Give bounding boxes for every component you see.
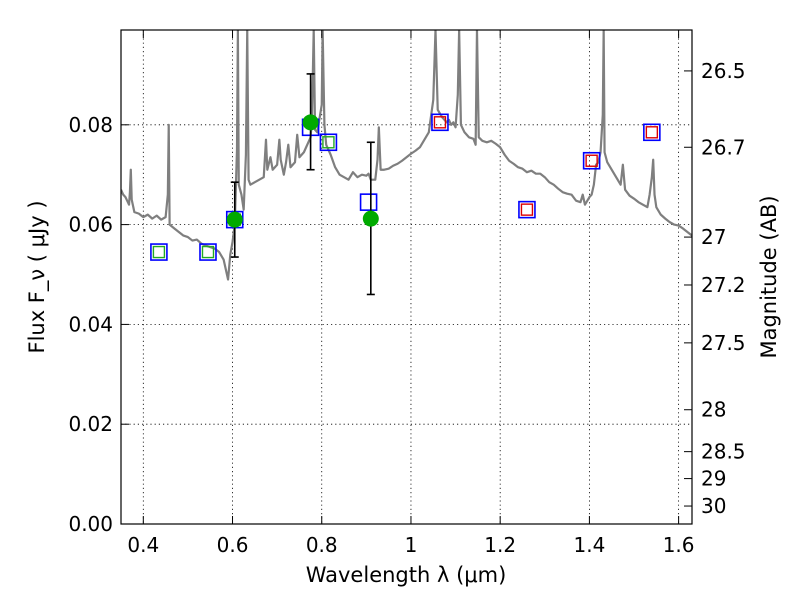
mag-tick-label: 26.7 [701,135,746,159]
axes: 0.4 0.6 0.8 1 1.2 1.4 1.6 0.00 0.02 0.04 0.06 0.08 2… [68,30,746,557]
plot-area [121,30,692,296]
measured-flux-point [226,211,243,228]
mag-tick-label: 28.5 [701,440,746,464]
measured-flux-point [302,114,319,131]
mag-tick-label: 30 [701,494,726,518]
x-axis-label: Wavelength λ (μm) [306,563,507,587]
model-photometry-square [359,193,378,211]
inner-photometry-square [585,154,598,167]
y-tick-label: 0.08 [68,113,113,137]
x-tick-label: 1.2 [484,533,516,557]
y-tick-label: 0.04 [68,312,113,336]
x-tick-label: 1.6 [663,533,695,557]
x-tick-label: 0.6 [217,533,249,557]
x-tick-label: 1 [405,533,418,557]
inner-photometry-square [201,245,215,259]
inner-photometry-square [645,126,659,139]
measured-flux-point [362,210,379,227]
mag-tick-label: 26.5 [701,59,746,83]
y-tick-label: 0.06 [68,213,113,237]
inner-photometry-square [322,136,335,149]
mag-tick-label: 27 [701,225,726,249]
mag-tick-label: 28 [701,398,726,422]
x-tick-label: 1.4 [573,533,605,557]
model-photometry-square [431,113,449,132]
model-photometry-square [150,243,168,261]
x-tick-label: 0.8 [306,533,338,557]
model-photometry-square [643,123,661,142]
model-photometry-square [199,243,217,261]
mag-tick-label: 27.5 [701,331,746,355]
plot-frame [120,29,693,525]
mag-tick-label: 27.2 [701,273,746,297]
y-tick-label: 0.02 [68,412,113,436]
y-axis-label: Flux F_ν ( μJy ) [25,200,50,353]
inner-photometry-square [152,245,166,259]
model-photometry-square [518,200,536,219]
model-photometry-square [582,151,601,170]
inner-photometry-square [520,203,534,216]
y-tick-label: 0.00 [68,512,113,536]
mag-tick-label: 29 [701,467,726,491]
grid [121,30,692,525]
model-photometry-square [319,133,338,152]
right-axis-label: Magnitude (AB) [757,195,781,358]
spectrum-line [121,30,692,281]
inner-photometry-square [433,116,447,129]
x-tick-label: 0.4 [127,533,159,557]
